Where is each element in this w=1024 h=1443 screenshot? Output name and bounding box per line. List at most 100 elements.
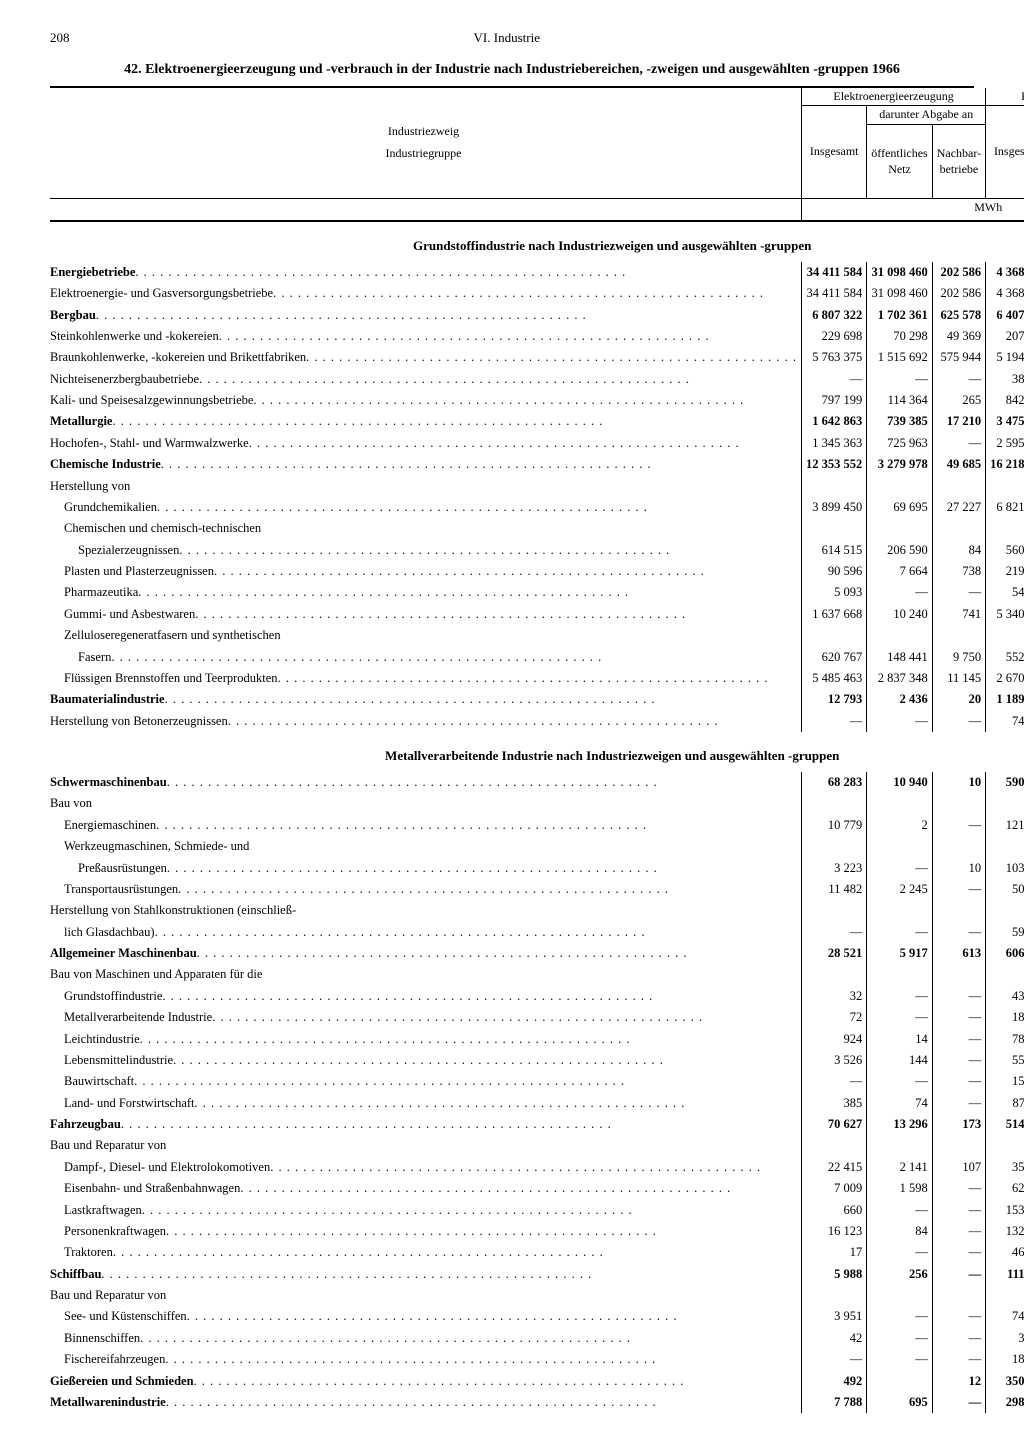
table-row: Bau von Maschinen und Apparaten für die: [50, 964, 1024, 985]
stub-label-b: Industriegruppe: [50, 146, 797, 162]
row-label: Flüssigen Brennstoffen und Teerprodukten: [50, 668, 802, 689]
table-row: Bau und Reparatur von: [50, 1135, 1024, 1156]
cell-value: 741: [932, 604, 985, 625]
cell-value: 2 436: [867, 689, 932, 710]
cell-value: 2 141: [867, 1157, 932, 1178]
cell-value: 11 482: [802, 879, 867, 900]
cell-value: 1 598: [867, 1178, 932, 1199]
row-label: Land- und Forstwirtschaft: [50, 1093, 802, 1114]
cell-value: 6 807 322: [802, 305, 867, 326]
cell-value: —: [867, 1328, 932, 1349]
cell-value: 55 927: [986, 1050, 1024, 1071]
cell-value: [802, 625, 867, 646]
cell-value: 1 189 185: [986, 689, 1024, 710]
cell-value: 87 311: [986, 1093, 1024, 1114]
cell-value: [802, 836, 867, 857]
table-row: Chemische Industrie12 353 5523 279 97849…: [50, 454, 1024, 475]
cell-value: 10: [932, 858, 985, 879]
cell-value: 298 673: [986, 1392, 1024, 1413]
cell-value: 20: [932, 689, 985, 710]
cell-value: [867, 1135, 932, 1156]
table-row: Preßausrüstungen3 223—10103 8633 213100 …: [50, 858, 1024, 879]
cell-value: [986, 1285, 1024, 1306]
cell-value: 31 098 460: [867, 262, 932, 283]
table-row: Chemischen und chemisch-technischen: [50, 518, 1024, 539]
cons-total: Insgesamt: [986, 106, 1024, 199]
page-header: 208 VI. Industrie: [50, 30, 974, 46]
table-row: Fasern620 767148 4419 750552 170462 5768…: [50, 647, 1024, 668]
table-row: Pharmazeutika5 093——54 1465 09349 053: [50, 582, 1024, 603]
cell-value: [932, 518, 985, 539]
row-label: Elektroenergie- und Gasversorgungsbetrie…: [50, 283, 802, 304]
cell-value: —: [932, 711, 985, 732]
cell-value: [802, 1135, 867, 1156]
cell-value: [932, 625, 985, 646]
cell-value: 5 763 375: [802, 347, 867, 368]
cell-value: 4 368 409: [986, 262, 1024, 283]
row-label: Herstellung von Stahlkonstruktionen (ein…: [50, 900, 802, 921]
cell-value: 695: [867, 1392, 932, 1413]
table-row: Metallurgie1 642 863739 38517 2103 475 1…: [50, 411, 1024, 432]
cell-value: —: [932, 922, 985, 943]
cell-value: 144: [867, 1050, 932, 1071]
table-title: 42. Elektroenergieerzeugung und -verbrau…: [50, 60, 974, 80]
cell-value: [867, 1371, 932, 1392]
cell-value: 2 595 501: [986, 433, 1024, 454]
table-row: Binnenschiffen42——3 846423 804: [50, 1328, 1024, 1349]
row-label: Bau von: [50, 793, 802, 814]
cell-value: [802, 793, 867, 814]
table-header: Industriezweig Industriegruppe Elektroen…: [50, 88, 1024, 222]
cell-value: [867, 900, 932, 921]
cell-value: 43 017: [986, 986, 1024, 1007]
row-label: Herstellung von: [50, 476, 802, 497]
cell-value: 219 206: [986, 561, 1024, 582]
cell-value: [986, 793, 1024, 814]
cell-value: —: [932, 1306, 985, 1327]
cell-value: —: [932, 582, 985, 603]
cell-value: 265: [932, 390, 985, 411]
cell-value: [986, 900, 1024, 921]
table-row: Metallverarbeitende Industrie72——18 0907…: [50, 1007, 1024, 1028]
cell-value: 725 963: [867, 433, 932, 454]
cell-value: 11 145: [932, 668, 985, 689]
table-row: Fischereifahrzeugen———18 265—18 265: [50, 1349, 1024, 1370]
cell-value: 84: [867, 1221, 932, 1242]
unit-label: MWh: [802, 199, 1024, 220]
cell-value: 173: [932, 1114, 985, 1135]
row-label: Gießereien und Schmieden: [50, 1371, 802, 1392]
table-row: Gummi- und Asbestwaren1 637 66810 240741…: [50, 604, 1024, 625]
cell-value: 620 767: [802, 647, 867, 668]
cell-value: 5 485 463: [802, 668, 867, 689]
cell-value: 68 283: [802, 772, 867, 793]
row-label: Zelluloseregeneratfasern und synthetisch…: [50, 625, 802, 646]
cell-value: [867, 476, 932, 497]
cell-value: —: [932, 1071, 985, 1092]
cell-value: 7 009: [802, 1178, 867, 1199]
cell-value: [867, 1285, 932, 1306]
row-label: Chemische Industrie: [50, 454, 802, 475]
row-label: Steinkohlenwerke und -kokereien: [50, 326, 802, 347]
cell-value: 14: [867, 1029, 932, 1050]
cell-value: 42: [802, 1328, 867, 1349]
row-label: Grundchemikalien: [50, 497, 802, 518]
row-label: Herstellung von Betonerzeugnissen: [50, 711, 802, 732]
cell-value: 46 270: [986, 1242, 1024, 1263]
cell-value: 229 698: [802, 326, 867, 347]
cell-value: 6 407 817: [986, 305, 1024, 326]
gen-sub: darunter Abgabe an: [867, 106, 986, 125]
row-label: Transportausrüstungen: [50, 879, 802, 900]
cell-value: 50 994: [986, 879, 1024, 900]
cell-value: 78 821: [986, 1029, 1024, 1050]
row-label: Spezialerzeugnissen: [50, 540, 802, 561]
row-label: Pharmazeutika: [50, 582, 802, 603]
table-body: Grundstoffindustrie nach Industriezweige…: [50, 222, 1024, 1414]
row-label: Chemischen und chemisch-technischen: [50, 518, 802, 539]
table-row: Transportausrüstungen11 4822 245—50 9949…: [50, 879, 1024, 900]
cell-value: [802, 1285, 867, 1306]
row-label: See- und Küstenschiffen: [50, 1306, 802, 1327]
cell-value: —: [932, 879, 985, 900]
cell-value: 207 277: [986, 326, 1024, 347]
cell-value: [986, 476, 1024, 497]
table-row: Zelluloseregeneratfasern und synthetisch…: [50, 625, 1024, 646]
row-label: Plasten und Plasterzeugnissen: [50, 561, 802, 582]
